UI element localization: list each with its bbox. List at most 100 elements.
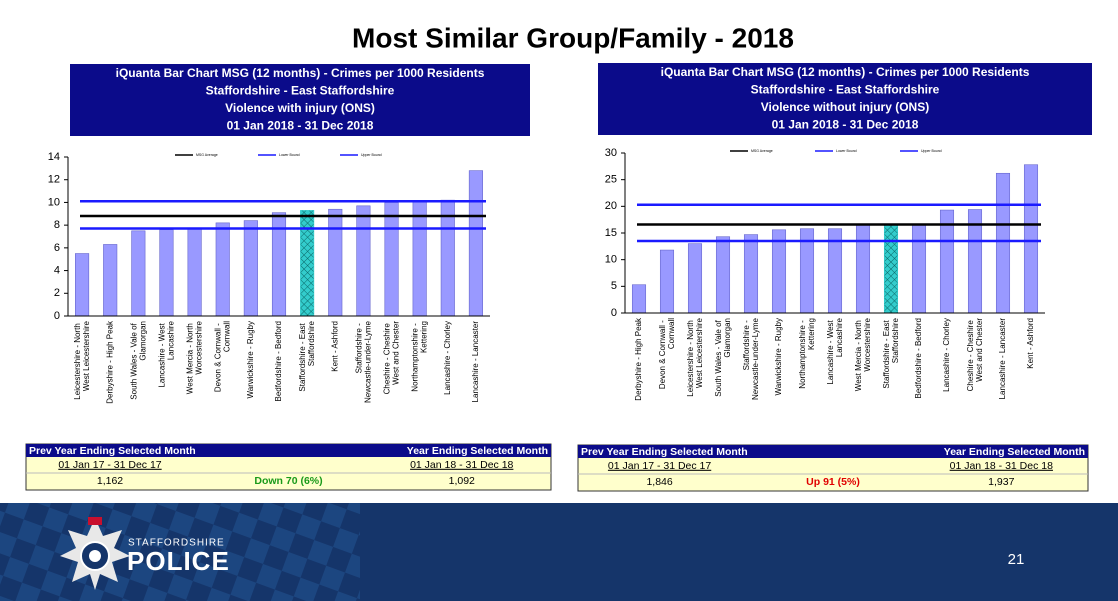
x-tick-label: Lancashire - Lancaster xyxy=(998,318,1007,400)
bar xyxy=(715,236,731,314)
y-tick-label: 14 xyxy=(48,151,60,163)
table-prev: 1,162 xyxy=(97,475,123,487)
x-tick-label: Staffordshire - East Staffordshire xyxy=(882,317,900,388)
footer-pattern xyxy=(0,503,360,601)
y-tick-label: 15 xyxy=(605,227,617,239)
legend-label: MSG Average xyxy=(751,149,773,153)
org-top: STAFFORDSHIRE xyxy=(128,538,225,549)
chart-title-line: 01 Jan 2018 - 31 Dec 2018 xyxy=(772,118,919,132)
table-header xyxy=(578,445,1088,458)
x-tick-label: Derbyshire - High Peak xyxy=(105,320,114,404)
bar xyxy=(412,200,427,317)
bar xyxy=(384,202,399,317)
bar xyxy=(743,234,759,314)
bar xyxy=(131,230,146,317)
chart-title-line: Violence without injury (ONS) xyxy=(761,100,929,114)
y-tick-label: 2 xyxy=(54,287,60,299)
x-tick-label: Staffordshire - East Staffordshire xyxy=(298,320,316,391)
org-main: POLICE xyxy=(127,546,230,576)
bar xyxy=(243,220,258,317)
chart-title-line: 01 Jan 2018 - 31 Dec 2018 xyxy=(227,119,374,133)
x-tick-label: Devon & Cornwall - Cornwall xyxy=(214,321,232,392)
chart-title-line: Staffordshire - East Staffordshire xyxy=(206,84,395,98)
police-badge xyxy=(60,517,130,590)
y-tick-label: 5 xyxy=(611,280,617,292)
y-tick-label: 10 xyxy=(48,196,60,208)
x-tick-label: Lancashire - Chorley xyxy=(443,321,452,395)
table-change: Down 70 (6%) xyxy=(254,475,322,487)
legend-label: Upper Bound xyxy=(361,153,382,157)
legend-label: Upper Bound xyxy=(921,149,942,153)
x-tick-label: West Mercia - North Worcestershire xyxy=(854,317,872,391)
bar xyxy=(75,253,90,317)
x-tick-label: Devon & Cornwall - Cornwall xyxy=(658,318,676,389)
table-period: 01 Jan 18 - 31 Dec 18 xyxy=(950,460,1053,472)
table-header-cell: Year Ending Selected Month xyxy=(944,446,1085,458)
bar xyxy=(659,249,675,314)
chart-panel: iQuanta Bar Chart MSG (12 months) - Crim… xyxy=(25,64,552,491)
table-header-cell: Prev Year Ending Selected Month xyxy=(29,445,196,457)
bar xyxy=(440,199,455,317)
table-header-cell: Prev Year Ending Selected Month xyxy=(581,446,748,458)
bar xyxy=(468,170,483,317)
table-change: Up 91 (5%) xyxy=(806,476,860,488)
y-tick-label: 8 xyxy=(54,219,60,231)
table-period: 01 Jan 17 - 31 Dec 17 xyxy=(608,460,711,472)
chart-title-line: Violence with injury (ONS) xyxy=(225,101,375,115)
x-tick-label: South Wales - Vale of Glamorgan xyxy=(714,318,732,397)
x-tick-label: Cheshire - Cheshire West and Chester xyxy=(383,321,401,395)
table-period: 01 Jan 18 - 31 Dec 18 xyxy=(410,459,513,471)
y-tick-label: 25 xyxy=(605,174,617,186)
y-tick-label: 0 xyxy=(54,310,60,322)
x-tick-label: Northamptonshire - Kettering xyxy=(411,321,429,392)
x-tick-label: Leicestershire - North West Leicestershi… xyxy=(686,317,704,396)
x-tick-label: Northamptonshire - Kettering xyxy=(798,318,816,389)
x-tick-label: Warwickshire - Rugby xyxy=(774,318,783,396)
bar xyxy=(911,224,927,314)
x-tick-label: Kent - Ashford xyxy=(330,321,339,372)
bar xyxy=(300,210,315,317)
page-number: 21 xyxy=(1008,551,1025,568)
bar xyxy=(995,172,1011,314)
y-tick-label: 12 xyxy=(48,174,60,186)
bar xyxy=(328,208,343,317)
table-header-cell: Year Ending Selected Month xyxy=(407,445,548,457)
x-tick-label: Staffordshire - Newcastle-under-Lyme xyxy=(355,320,373,403)
table-current: 1,937 xyxy=(988,476,1014,488)
x-tick-label: Bedfordshire - Bedford xyxy=(274,321,283,402)
bar xyxy=(356,205,371,317)
x-tick-label: Cheshire - Cheshire West and Chester xyxy=(966,318,984,392)
bar xyxy=(1023,164,1039,314)
x-tick-label: West Mercia - North Worcestershire xyxy=(186,320,204,394)
y-tick-label: 6 xyxy=(54,242,60,254)
bar xyxy=(855,224,871,314)
x-tick-label: Leicestershire - North West Leicestershi… xyxy=(73,320,91,399)
x-tick-label: Lancashire - Chorley xyxy=(942,318,951,392)
y-tick-label: 10 xyxy=(605,254,617,266)
table-period: 01 Jan 17 - 31 Dec 17 xyxy=(58,459,161,471)
chart-header xyxy=(598,63,1092,135)
bar xyxy=(883,224,899,314)
table-prev: 1,846 xyxy=(646,476,672,488)
bar xyxy=(687,243,703,314)
x-tick-label: Lancashire - West Lancashire xyxy=(158,320,176,387)
x-tick-label: Kent - Ashford xyxy=(1026,318,1035,369)
bar xyxy=(103,244,118,317)
y-tick-label: 4 xyxy=(54,264,60,276)
bar xyxy=(771,229,787,314)
table-current: 1,092 xyxy=(449,475,475,487)
y-tick-label: 20 xyxy=(605,200,617,212)
x-tick-label: Warwickshire - Rugby xyxy=(246,321,255,399)
x-tick-label: Derbyshire - High Peak xyxy=(634,317,643,401)
bar xyxy=(187,228,202,317)
x-tick-label: Lancashire - West Lancashire xyxy=(826,317,844,384)
y-tick-label: 0 xyxy=(611,307,617,319)
slide-title: Most Similar Group/Family - 2018 xyxy=(352,22,794,53)
x-tick-label: Lancashire - Lancaster xyxy=(471,321,480,403)
chart-title-line: Staffordshire - East Staffordshire xyxy=(751,83,940,97)
bar xyxy=(215,222,230,317)
bar xyxy=(631,284,647,314)
x-tick-label: South Wales - Vale of Glamorgan xyxy=(129,321,147,400)
legend-label: Lower Bound xyxy=(836,149,857,153)
legend-label: MSG Average xyxy=(196,153,218,157)
